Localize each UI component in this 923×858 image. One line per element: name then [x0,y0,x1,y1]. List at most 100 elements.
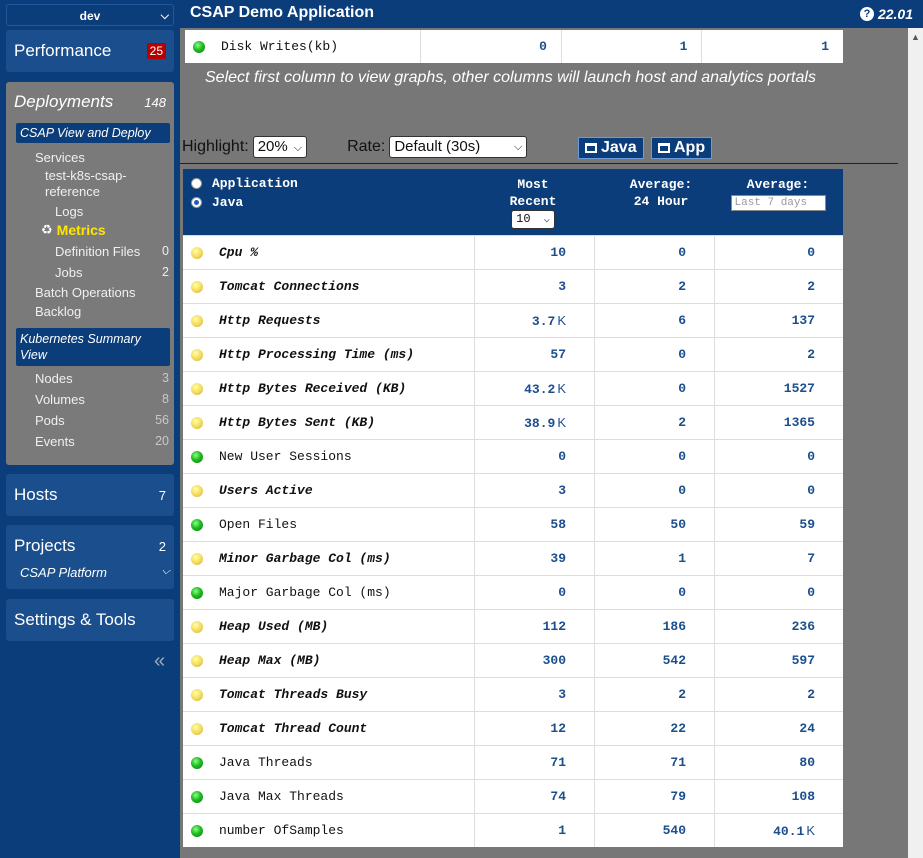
metric-value-recent[interactable]: 43.2K [475,372,595,405]
metric-value-recent[interactable]: 3 [475,270,595,303]
nav-csap-view-deploy[interactable]: CSAP View and Deploy [16,123,170,143]
metric-value-recent[interactable]: 3.7K [475,304,595,337]
help-icon[interactable]: ? [860,7,874,21]
metric-value-avg-24h[interactable]: 6 [595,304,715,337]
table-row[interactable]: Http Requests3.7K6137 [183,303,843,337]
metric-value-recent[interactable]: 39 [475,542,595,575]
metric-value-avg-7d[interactable]: 7 [715,542,843,575]
disk-writes-row[interactable]: Disk Writes(kb) 0 1 1 [185,30,843,63]
table-row[interactable]: Heap Used (MB)112186236 [183,609,843,643]
disk-writes-7d[interactable]: 1 [702,30,843,63]
nav-definition-files[interactable]: Definition Files0 [55,244,169,259]
nav-performance[interactable]: Performance 25 [6,30,174,72]
metric-name-cell[interactable]: Open Files [183,508,475,541]
metric-value-recent[interactable]: 57 [475,338,595,371]
metric-value-avg-24h[interactable]: 1 [595,542,715,575]
metric-value-avg-7d[interactable]: 236 [715,610,843,643]
nav-nodes[interactable]: Nodes3 [35,371,169,386]
metric-value-avg-24h[interactable]: 0 [595,474,715,507]
table-row[interactable]: Java Max Threads7479108 [183,779,843,813]
app-portal-button[interactable]: App [651,137,712,159]
highlight-select[interactable]: 20%⌵ [253,136,307,158]
metric-value-avg-24h[interactable]: 0 [595,372,715,405]
metric-name-cell[interactable]: Cpu % [183,236,475,269]
metric-value-avg-24h[interactable]: 2 [595,406,715,439]
metric-name-cell[interactable]: Tomcat Threads Busy [183,678,475,711]
disk-writes-name-cell[interactable]: Disk Writes(kb) [185,30,421,63]
table-row[interactable]: Open Files585059 [183,507,843,541]
metric-name-cell[interactable]: Http Processing Time (ms) [183,338,475,371]
metric-value-avg-7d[interactable]: 2 [715,338,843,371]
metric-value-avg-24h[interactable]: 2 [595,270,715,303]
metric-name-cell[interactable]: Java Max Threads [183,780,475,813]
metric-value-recent[interactable]: 0 [475,576,595,609]
metric-value-recent[interactable]: 12 [475,712,595,745]
java-portal-button[interactable]: Java [578,137,644,159]
nav-logs[interactable]: Logs [55,204,83,219]
metric-value-avg-24h[interactable]: 540 [595,814,715,847]
environment-select[interactable]: dev ⌵ [6,4,174,26]
radio-java[interactable]: Java [191,195,243,210]
nav-settings-tools[interactable]: Settings & Tools [6,599,174,641]
metric-value-avg-7d[interactable]: 59 [715,508,843,541]
nav-deployments[interactable]: Deployments 148 [6,82,174,122]
metric-value-recent[interactable]: 74 [475,780,595,813]
nav-kubernetes-summary[interactable]: Kubernetes Summary View [16,328,170,366]
nav-metrics[interactable]: ♻ Metrics [41,222,106,238]
radio-java-control[interactable] [191,197,202,208]
metric-name-cell[interactable]: Heap Used (MB) [183,610,475,643]
metric-value-avg-7d[interactable]: 2 [715,270,843,303]
nav-services[interactable]: Services [35,150,85,165]
metric-value-recent[interactable]: 1 [475,814,595,847]
metric-value-avg-7d[interactable]: 597 [715,644,843,677]
metric-value-avg-7d[interactable]: 108 [715,780,843,813]
metric-value-avg-24h[interactable]: 0 [595,576,715,609]
table-row[interactable]: Users Active300 [183,473,843,507]
table-row[interactable]: number OfSamples154040.1K [183,813,843,847]
table-row[interactable]: Http Bytes Received (KB)43.2K01527 [183,371,843,405]
table-row[interactable]: New User Sessions000 [183,439,843,473]
metric-name-cell[interactable]: Minor Garbage Col (ms) [183,542,475,575]
rate-select[interactable]: Default (30s)⌵ [389,136,527,158]
metric-value-recent[interactable]: 300 [475,644,595,677]
table-row[interactable]: Heap Max (MB)300542597 [183,643,843,677]
metric-value-avg-7d[interactable]: 1527 [715,372,843,405]
nav-backlog[interactable]: Backlog [35,304,81,319]
table-row[interactable]: Java Threads717180 [183,745,843,779]
metric-name-cell[interactable]: Http Bytes Sent (KB) [183,406,475,439]
radio-application[interactable]: Application [191,176,298,191]
metric-name-cell[interactable]: Tomcat Thread Count [183,712,475,745]
scrollbar[interactable]: ▲ [908,28,923,858]
metric-name-cell[interactable]: Major Garbage Col (ms) [183,576,475,609]
metric-value-avg-24h[interactable]: 0 [595,338,715,371]
metric-value-avg-7d[interactable]: 2 [715,678,843,711]
metric-value-avg-7d[interactable]: 0 [715,474,843,507]
metric-value-recent[interactable]: 3 [475,678,595,711]
metric-name-cell[interactable]: number OfSamples [183,814,475,847]
metric-value-avg-7d[interactable]: 0 [715,576,843,609]
metric-value-recent[interactable]: 71 [475,746,595,779]
metric-value-avg-24h[interactable]: 2 [595,678,715,711]
metric-value-recent[interactable]: 38.9K [475,406,595,439]
metric-value-avg-24h[interactable]: 79 [595,780,715,813]
table-row[interactable]: Http Bytes Sent (KB)38.9K21365 [183,405,843,439]
nav-batch-operations[interactable]: Batch Operations [35,285,135,300]
metric-value-avg-24h[interactable]: 71 [595,746,715,779]
nav-events[interactable]: Events20 [35,434,169,449]
metric-name-cell[interactable]: Users Active [183,474,475,507]
nav-projects[interactable]: Projects 2 [6,525,174,567]
metric-name-cell[interactable]: New User Sessions [183,440,475,473]
recent-count-select[interactable]: 10 ⌵ [511,210,555,229]
metric-value-recent[interactable]: 58 [475,508,595,541]
metric-value-avg-7d[interactable]: 0 [715,236,843,269]
metric-value-avg-7d[interactable]: 24 [715,712,843,745]
metric-value-avg-7d[interactable]: 40.1K [715,814,843,847]
table-row[interactable]: Cpu %1000 [183,235,843,269]
metric-name-cell[interactable]: Http Bytes Received (KB) [183,372,475,405]
table-row[interactable]: Http Processing Time (ms)5702 [183,337,843,371]
metric-name-cell[interactable]: Java Threads [183,746,475,779]
disk-writes-24h[interactable]: 1 [562,30,703,63]
metric-value-avg-24h[interactable]: 0 [595,236,715,269]
metric-value-avg-7d[interactable]: 1365 [715,406,843,439]
metric-value-avg-24h[interactable]: 542 [595,644,715,677]
